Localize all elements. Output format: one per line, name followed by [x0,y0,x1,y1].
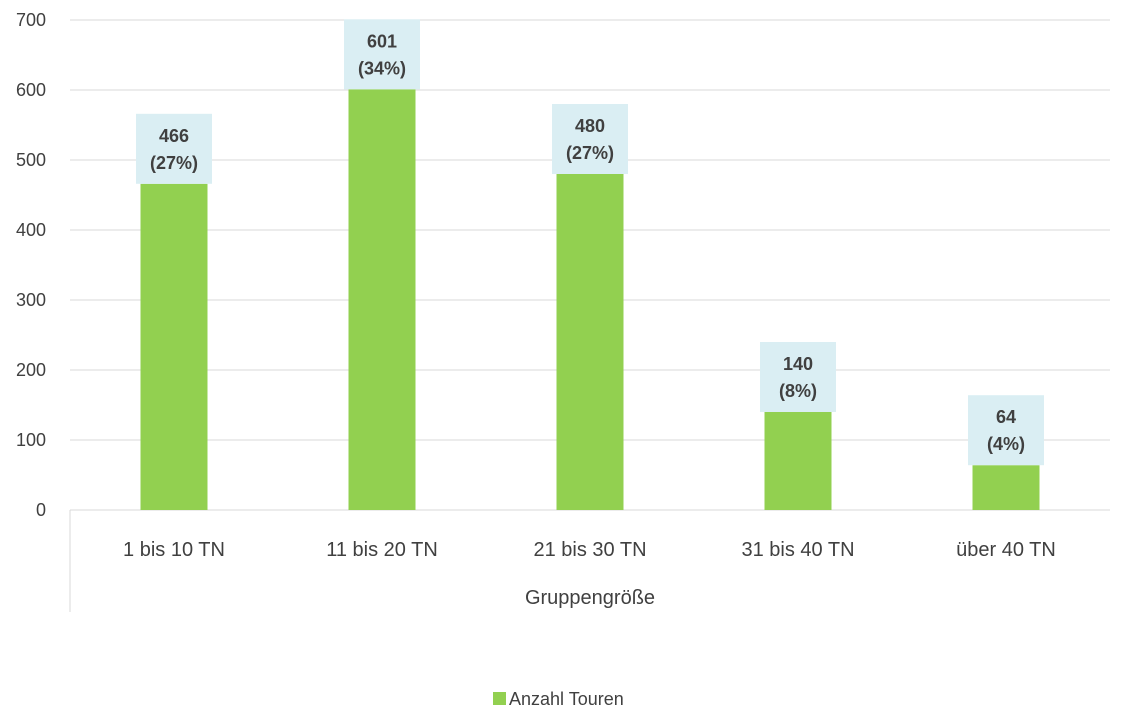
y-tick-label: 600 [16,80,46,100]
legend-label: Anzahl Touren [509,689,624,709]
x-tick-label: 11 bis 20 TN [326,539,438,561]
data-label-box [552,104,628,174]
y-tick-label: 300 [16,290,46,310]
y-tick-label: 500 [16,150,46,170]
bar [140,183,208,511]
legend-swatch [493,692,506,705]
y-tick-label: 400 [16,220,46,240]
y-tick-label: 0 [36,500,46,520]
data-label-box [344,19,420,90]
data-label-percent: (8%) [779,381,817,401]
bar [972,465,1040,510]
x-tick-label: über 40 TN [956,539,1056,561]
y-tick-label: 100 [16,430,46,450]
data-label-box [136,113,212,184]
data-label-value: 480 [575,116,605,136]
y-tick-label: 200 [16,360,46,380]
data-label-percent: (27%) [566,143,614,163]
data-label-value: 466 [159,126,189,146]
x-tick-label: 1 bis 10 TN [123,539,225,561]
data-label-percent: (27%) [150,153,198,173]
data-label-value: 601 [367,31,397,51]
data-label-box [968,395,1044,466]
bars [140,89,1040,511]
data-label-percent: (34%) [358,58,406,78]
y-axis-tick-labels: 0 100 200 300 400 500 600 700 [16,10,46,520]
data-label-value: 140 [783,354,813,374]
data-label-box [760,342,836,412]
data-labels: 466 (27%) 601 (34%) 480 (27%) 140 (8%) 64 (4%) [136,19,1044,466]
x-axis-tick-labels: 1 bis 10 TN 11 bis 20 TN 21 bis 30 TN 31 bi… [123,539,1056,561]
x-axis-title: Gruppengröße [525,587,655,609]
data-label-percent: (4%) [987,434,1025,454]
x-tick-label: 21 bis 30 TN [533,539,646,561]
data-label-value: 64 [996,407,1016,427]
x-tick-label: 31 bis 40 TN [741,539,854,561]
legend: Anzahl Touren [493,689,624,709]
bar [556,174,624,510]
y-tick-label: 700 [16,10,46,30]
bar [764,412,832,510]
bar [348,89,416,511]
